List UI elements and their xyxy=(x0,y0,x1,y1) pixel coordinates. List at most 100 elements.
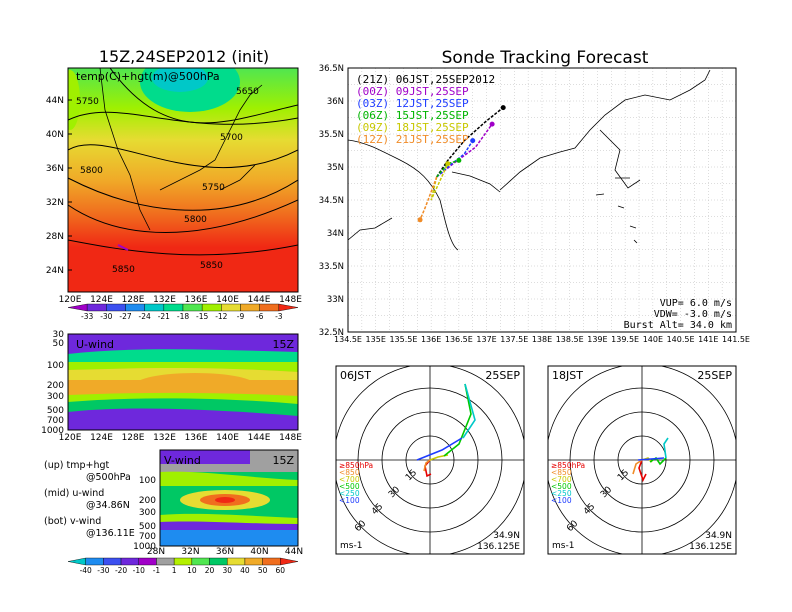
lat-tick: 35.5N xyxy=(319,130,344,140)
lat-tick: 36N xyxy=(46,164,64,174)
hodograph-lat: 34.9N xyxy=(705,531,732,541)
track-line xyxy=(436,159,460,178)
colorbar-cell xyxy=(85,557,104,566)
lon-tick: 148E xyxy=(279,295,302,305)
legend-tag: (up) tmp+hgt xyxy=(44,460,110,471)
track-map: 36.5N 36N 35.5N 35N 34.5N 34N 33.5N 33N 32.5N 13… xyxy=(319,64,750,344)
track-endpoint xyxy=(456,157,462,163)
colorbar-cell xyxy=(106,303,126,312)
colorbar-label: 20 xyxy=(205,566,215,575)
lat-tick: 34.5N xyxy=(319,196,344,206)
lon-tick: 128E xyxy=(122,295,145,305)
wind-colorbar: -40 -30 -20 -10 -1 1 10 20 30 40 50 60 xyxy=(67,557,299,575)
colorbar-label: -21 xyxy=(158,312,170,321)
track-line xyxy=(430,163,449,201)
unit-label: ms-1 xyxy=(340,541,362,551)
colorbar-label: -1 xyxy=(153,566,161,575)
hodograph-curve xyxy=(423,459,431,472)
legend-sub: @136.11E xyxy=(86,528,135,539)
colorbar-label: 30 xyxy=(222,566,232,575)
lon-tick: 138E xyxy=(532,335,552,344)
pressure-tick: 100 xyxy=(47,361,64,371)
lon-tick: 135.5E xyxy=(389,335,417,344)
map-label: temp(C)+hgt(m)@500hPa xyxy=(76,70,220,83)
lat-tick: 24N xyxy=(46,266,64,276)
contour-line xyxy=(68,177,298,211)
colorbar-cell xyxy=(221,303,241,312)
contour-label: 5750 xyxy=(202,183,225,193)
colorbar-cell xyxy=(120,557,139,566)
legend-tag: (mid) u-wind xyxy=(44,488,104,499)
right-title: Sonde Tracking Forecast xyxy=(442,48,649,68)
colorbar-label: 10 xyxy=(187,566,197,575)
hodograph-lon: 136.125E xyxy=(477,542,520,552)
left-title: 15Z,24SEP2012 (init) xyxy=(99,47,269,66)
colorbar-cell xyxy=(156,557,175,566)
legend-sub: @500hPa xyxy=(86,472,131,483)
colorbar-label: -10 xyxy=(133,566,145,575)
contour-label: 5850 xyxy=(200,261,223,271)
legend-tag: (bot) v-wind xyxy=(44,516,101,527)
track-legend-item: (06Z) 15JST,25SEP xyxy=(356,109,469,122)
colorbar-label: 60 xyxy=(276,566,286,575)
lon-tick: 137.5E xyxy=(500,335,528,344)
colorbar-cell xyxy=(182,303,203,312)
track-endpoint xyxy=(417,217,423,223)
colorbar-label: -27 xyxy=(119,312,131,321)
level-legend: <700 xyxy=(339,475,360,484)
trough-line xyxy=(117,244,129,251)
colorbar-cell xyxy=(244,557,263,566)
contour-line xyxy=(68,144,298,168)
lon-tick: 136E xyxy=(421,335,441,344)
lon-tick: 124E xyxy=(90,433,113,443)
lat-tick: 44N xyxy=(46,96,64,106)
level-legend: <500 xyxy=(339,482,360,491)
level-legend: <500 xyxy=(551,482,572,491)
contour-label: 5650 xyxy=(236,87,259,97)
colorbar-label: -18 xyxy=(177,312,189,321)
colorbar-label: -20 xyxy=(115,566,127,575)
colorbar-cell xyxy=(227,557,246,566)
colorbar-label: -24 xyxy=(139,312,151,321)
hodograph-curve xyxy=(443,383,472,457)
colorbar-label: -30 xyxy=(97,566,109,575)
sonde-parameter: Burst Alt= 34.0 km xyxy=(624,320,732,331)
hodograph-curve xyxy=(424,459,432,478)
track-line xyxy=(419,176,438,221)
lon-tick: 139.5E xyxy=(611,335,639,344)
lon-tick: 148E xyxy=(279,433,302,443)
lat-tick: 44N xyxy=(285,547,303,557)
u-wind-label: U-wind xyxy=(76,338,114,351)
hodograph-curve xyxy=(663,437,669,459)
hodograph-lon: 136.125E xyxy=(689,542,732,552)
pressure-tick: 500 xyxy=(47,406,64,416)
track-endpoint xyxy=(445,161,451,167)
colorbar-label: -3 xyxy=(275,312,283,321)
lon-tick: 135E xyxy=(366,335,386,344)
hodograph-time: 06JST xyxy=(340,369,371,382)
lon-tick: 141E xyxy=(698,335,718,344)
colorbar-label: -33 xyxy=(81,312,93,321)
contour-line xyxy=(68,239,298,256)
lon-tick: 120E xyxy=(59,433,82,443)
colorbar-cell xyxy=(173,557,193,566)
colorbar-label: -6 xyxy=(256,312,264,321)
colorbar-label: 50 xyxy=(258,566,268,575)
level-legend: ≥850hPa xyxy=(339,461,373,470)
level-legend: <100 xyxy=(551,496,572,505)
v-wind-time: 15Z xyxy=(272,454,294,467)
colorbar-cell xyxy=(259,303,280,312)
pressure-tick: 200 xyxy=(139,496,156,506)
contour-label: 5750 xyxy=(76,97,99,107)
level-legend: <250 xyxy=(551,489,572,498)
lat-tick: 40N xyxy=(46,130,64,140)
colorbar-cell xyxy=(125,303,145,312)
coastline xyxy=(99,68,263,231)
lon-tick: 136E xyxy=(185,433,208,443)
lat-tick: 40N xyxy=(250,547,268,557)
temperature-colorbar: -33 -30 -27 -24 -21 -18 -15 -12 -9 -6 -3 xyxy=(67,303,299,321)
